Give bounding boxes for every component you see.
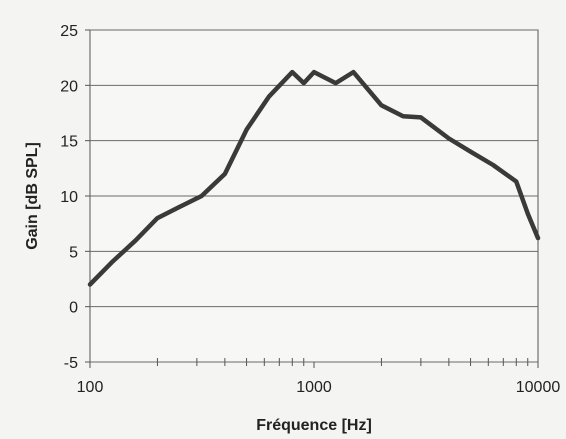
x-tick-label: 10000 xyxy=(516,379,561,396)
y-tick-label: 25 xyxy=(60,23,78,40)
x-tick-labels: 100 1000 10000 xyxy=(77,379,561,396)
y-tick-label: 5 xyxy=(69,244,78,261)
y-tick-label: 0 xyxy=(69,300,78,317)
y-tick-label: 20 xyxy=(60,78,78,95)
y-tick-label: 10 xyxy=(60,189,78,206)
y-axis-title: Gain [dB SPL] xyxy=(24,142,41,250)
x-minor-ticks xyxy=(89,358,539,368)
x-axis-title: Fréquence [Hz] xyxy=(256,417,372,434)
series-line xyxy=(87,69,541,287)
x-tick-label: 1000 xyxy=(296,379,332,396)
x-tick-label: 100 xyxy=(77,379,104,396)
y-tick-label: 15 xyxy=(60,134,78,151)
y-tick-label: -5 xyxy=(64,355,78,372)
y-tick-labels: -5 0 5 10 15 20 25 xyxy=(60,23,78,372)
series-group xyxy=(87,69,541,287)
gridlines xyxy=(85,29,538,363)
